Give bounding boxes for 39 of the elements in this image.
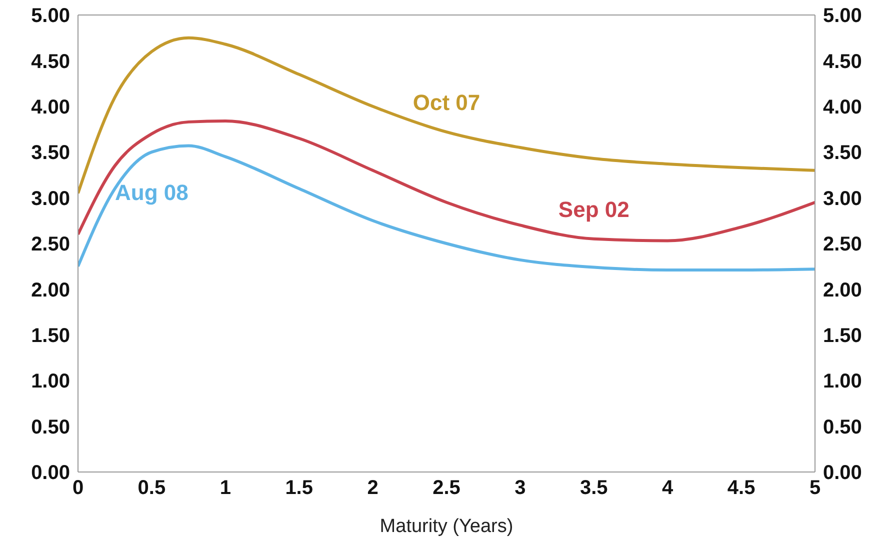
y-tick-label: 4.00: [31, 96, 70, 118]
y2-tick-label: 0.50: [823, 416, 862, 438]
y-tick-label: 4.50: [31, 50, 70, 73]
line-series: [78, 144, 815, 272]
y-tick-label: 0.50: [31, 416, 70, 438]
y2-tick-label: 3.50: [823, 142, 862, 164]
y-tick-label: 2.50: [31, 234, 70, 256]
line-series: [78, 120, 815, 242]
x-tick-label: 2.5: [432, 477, 460, 500]
x-axis-title: Maturity (Years): [380, 516, 514, 537]
y-tick-label: 5.00: [31, 5, 70, 28]
x-tick-label: 4.5: [727, 477, 756, 500]
y2-tick-label: 2.50: [823, 234, 862, 256]
series-label: Sep 02: [558, 196, 630, 222]
x-tick-label: 3.5: [580, 477, 608, 500]
y-tick-label: 0.00: [31, 462, 70, 484]
x-tick-label: 3: [514, 477, 526, 500]
y-tick-label: 3.50: [31, 142, 70, 164]
y-tick-label: 1.50: [31, 325, 70, 347]
y-tick-label: 2.00: [31, 279, 70, 302]
y2-tick-label: 4.00: [823, 96, 862, 118]
y-tick-label: 1.00: [31, 370, 70, 393]
y2-tick-label: 1.00: [823, 370, 862, 393]
y2-tick-label: 3.00: [823, 188, 862, 210]
x-tick-label: 1.5: [285, 477, 314, 500]
x-tick-label: 0.5: [138, 477, 166, 500]
x-tick-label: 5: [809, 477, 821, 500]
y2-tick-label: 0.00: [823, 462, 862, 484]
y2-tick-label: 4.50: [823, 50, 862, 73]
y2-tick-label: 1.50: [823, 325, 862, 347]
x-tick-label: 0: [72, 477, 84, 500]
series-label: Aug 08: [115, 180, 188, 206]
x-tick-label: 4: [662, 477, 674, 500]
x-tick-label: 1: [220, 477, 231, 500]
y2-tick-label: 2.00: [823, 279, 862, 302]
y2-tick-label: 5.00: [823, 5, 862, 28]
x-tick-label: 2: [367, 477, 378, 500]
y-tick-label: 3.00: [31, 188, 70, 210]
series-label: Oct 07: [412, 90, 480, 115]
